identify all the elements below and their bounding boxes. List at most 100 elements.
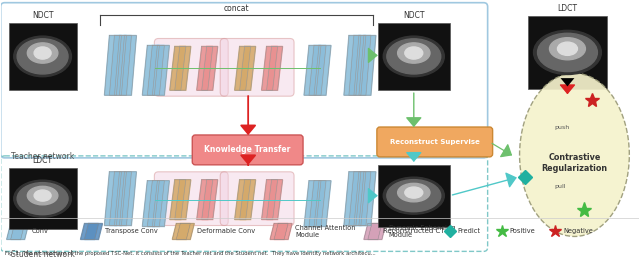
Ellipse shape — [17, 183, 68, 215]
Polygon shape — [267, 47, 283, 90]
Polygon shape — [196, 47, 212, 90]
Ellipse shape — [538, 33, 597, 72]
Ellipse shape — [34, 190, 51, 201]
FancyBboxPatch shape — [154, 172, 228, 226]
Polygon shape — [109, 36, 127, 95]
Polygon shape — [142, 181, 159, 227]
Ellipse shape — [397, 183, 430, 202]
Polygon shape — [142, 45, 159, 95]
Polygon shape — [115, 172, 131, 226]
Polygon shape — [176, 223, 195, 239]
Ellipse shape — [17, 39, 68, 74]
Text: NDCT: NDCT — [32, 11, 53, 20]
Bar — [9, 23, 77, 90]
Polygon shape — [6, 223, 25, 239]
Polygon shape — [267, 180, 283, 219]
Text: Deformable Conv: Deformable Conv — [197, 228, 255, 235]
Text: NDCT: NDCT — [403, 11, 424, 20]
Polygon shape — [152, 45, 170, 95]
Polygon shape — [274, 223, 292, 239]
Polygon shape — [344, 36, 361, 95]
Text: Teacher network: Teacher network — [11, 152, 74, 161]
Polygon shape — [239, 180, 255, 219]
Ellipse shape — [14, 180, 72, 217]
Text: pull: pull — [555, 184, 566, 189]
Text: concat: concat — [224, 4, 250, 13]
Text: Fig. 1: The architecture of the proposed TSC-Net. It consists of the Teacher net: Fig. 1: The architecture of the proposed… — [4, 251, 375, 256]
Polygon shape — [115, 36, 131, 95]
Polygon shape — [309, 181, 326, 227]
Ellipse shape — [557, 42, 577, 55]
Polygon shape — [104, 172, 122, 226]
FancyBboxPatch shape — [377, 127, 493, 157]
Bar — [378, 23, 450, 90]
Ellipse shape — [405, 187, 423, 198]
Text: Conv: Conv — [31, 228, 49, 235]
Polygon shape — [262, 180, 278, 219]
Ellipse shape — [550, 38, 586, 60]
Polygon shape — [354, 36, 371, 95]
Polygon shape — [152, 181, 170, 227]
Text: push: push — [555, 124, 570, 130]
Polygon shape — [368, 223, 386, 239]
Polygon shape — [175, 47, 191, 90]
Ellipse shape — [520, 73, 629, 236]
FancyBboxPatch shape — [220, 172, 294, 226]
Polygon shape — [235, 180, 251, 219]
Text: Positive: Positive — [509, 228, 535, 235]
Polygon shape — [172, 223, 190, 239]
Text: Dynamic Enhancing
Module: Dynamic Enhancing Module — [389, 225, 455, 238]
Text: Contrastive
Regularization: Contrastive Regularization — [541, 153, 607, 173]
Polygon shape — [359, 36, 376, 95]
Polygon shape — [202, 180, 218, 219]
Polygon shape — [175, 180, 191, 219]
Polygon shape — [270, 223, 288, 239]
Bar — [9, 168, 77, 230]
Polygon shape — [314, 45, 331, 95]
Polygon shape — [239, 47, 255, 90]
Text: Transpose Conv: Transpose Conv — [106, 228, 158, 235]
FancyBboxPatch shape — [192, 135, 303, 165]
Text: Student network: Student network — [11, 250, 74, 259]
Polygon shape — [147, 181, 164, 227]
Ellipse shape — [405, 47, 423, 59]
Ellipse shape — [28, 186, 58, 205]
Polygon shape — [170, 180, 186, 219]
Ellipse shape — [28, 43, 58, 63]
Ellipse shape — [34, 47, 51, 59]
Ellipse shape — [14, 36, 72, 77]
Text: Reconstructed CT: Reconstructed CT — [383, 228, 445, 235]
Ellipse shape — [383, 36, 444, 77]
Polygon shape — [304, 45, 321, 95]
Polygon shape — [235, 47, 251, 90]
Polygon shape — [364, 223, 382, 239]
Polygon shape — [262, 47, 278, 90]
Polygon shape — [304, 181, 321, 227]
Polygon shape — [344, 172, 361, 226]
Ellipse shape — [387, 180, 441, 212]
Text: Reconstruct Supervise: Reconstruct Supervise — [390, 139, 480, 145]
Text: Negative: Negative — [563, 228, 593, 235]
Polygon shape — [11, 223, 29, 239]
Text: Predict: Predict — [458, 228, 481, 235]
Polygon shape — [81, 223, 99, 239]
FancyBboxPatch shape — [154, 39, 228, 96]
Ellipse shape — [383, 177, 444, 214]
Polygon shape — [109, 172, 127, 226]
Polygon shape — [120, 172, 136, 226]
Polygon shape — [147, 45, 164, 95]
Polygon shape — [314, 181, 331, 227]
Ellipse shape — [534, 30, 602, 74]
Bar — [378, 165, 450, 227]
Polygon shape — [359, 172, 376, 226]
Polygon shape — [120, 36, 136, 95]
Text: Knowledge Transfer: Knowledge Transfer — [204, 146, 291, 154]
Ellipse shape — [387, 39, 441, 74]
Bar — [527, 16, 607, 89]
Text: Channel Attention
Module: Channel Attention Module — [295, 225, 356, 238]
Polygon shape — [349, 36, 366, 95]
Polygon shape — [349, 172, 366, 226]
Text: LDCT: LDCT — [33, 156, 52, 165]
Polygon shape — [104, 36, 122, 95]
Polygon shape — [84, 223, 102, 239]
